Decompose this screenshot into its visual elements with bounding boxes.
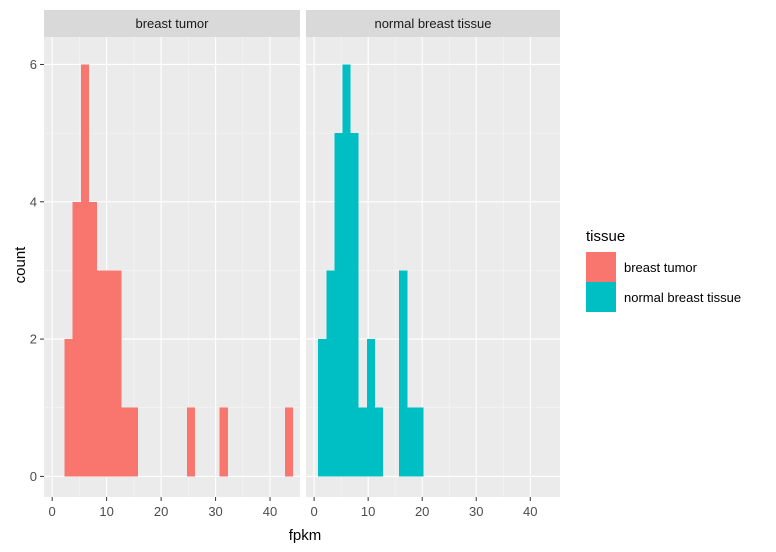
y-axis: 0 2 4 6 [30,57,44,484]
y-tick-label: 6 [30,57,37,72]
histogram-bar [334,133,343,477]
histogram-bar [88,201,98,477]
histogram-bar [366,339,375,477]
legend-label: breast tumor [624,260,698,275]
histogram-bar [129,407,138,477]
histogram-bar [186,407,196,477]
histogram-bar [374,407,384,477]
y-tick-label: 0 [30,469,37,484]
histogram-bar [80,64,89,477]
x-tick-label: 10 [99,504,113,519]
x-tick-label: 40 [263,504,277,519]
y-tick-label: 4 [30,194,37,209]
x-tick-label: 40 [523,504,537,519]
histogram-bar [97,270,106,477]
legend: tissue breast tumor normal breast tissue [586,228,741,312]
x-tick-label: 20 [415,504,429,519]
x-tick-label: 30 [469,504,483,519]
histogram-bar [105,270,114,477]
histogram-bar [350,133,359,477]
facet-panel-0: breast tumor 0 10 20 30 40 [44,10,300,519]
histogram-bar [399,270,408,477]
legend-title: tissue [586,228,625,245]
histogram-bar [64,339,73,477]
x-tick-label: 30 [208,504,222,519]
facet-strip [306,10,560,37]
histogram-bar [72,201,81,477]
histogram-bar [121,407,130,477]
legend-key [586,252,616,282]
x-axis-title: fpkm [289,527,322,544]
facet-strip-label: normal breast tissue [374,16,491,31]
x-tick-label: 0 [310,504,317,519]
y-tick-label: 2 [30,332,37,347]
histogram-bar [342,64,351,477]
legend-label: normal breast tissue [624,290,741,305]
histogram-bar [326,270,335,477]
y-axis-title: count [12,246,29,284]
histogram-bar [285,407,294,477]
histogram-bar [358,407,367,477]
histogram-bar [219,407,228,477]
x-tick-label: 0 [49,504,56,519]
facet-panel-1: normal breast tissue 0 10 20 30 40 [306,10,560,519]
x-tick-label: 10 [361,504,375,519]
histogram-bar [113,270,122,477]
x-tick-label: 20 [154,504,168,519]
facet-strip-label: breast tumor [136,16,210,31]
histogram-bar [415,407,424,477]
histogram-bar [407,407,416,477]
histogram-bar [318,339,327,477]
facet-strip [44,10,300,37]
legend-key [586,282,616,312]
